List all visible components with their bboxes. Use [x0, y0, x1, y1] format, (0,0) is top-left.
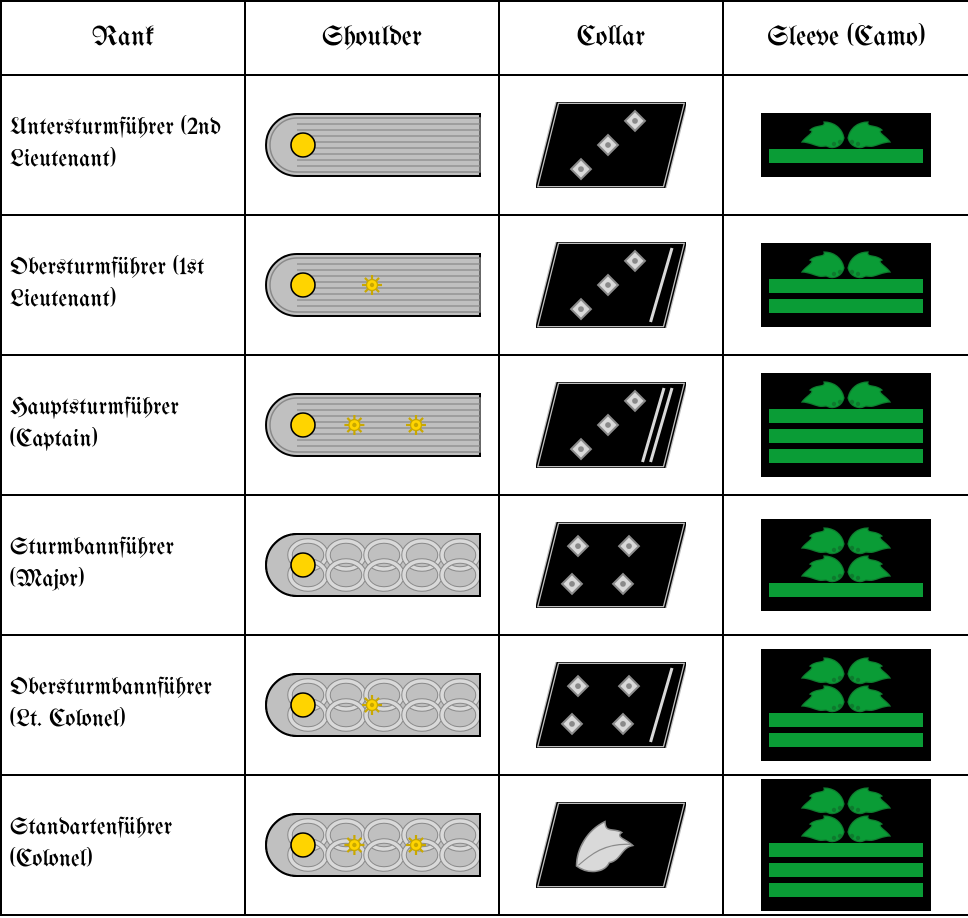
shoulder-insignia-icon: [262, 670, 482, 740]
sleeve-insignia-icon: [761, 243, 931, 327]
shoulder-insignia-icon: [262, 390, 482, 460]
header-shoulder: Shoulder: [245, 1, 499, 75]
collar-cell: [499, 355, 723, 495]
rank-insignia-table: Rank Shoulder Collar Sleeve (Camo) Unter…: [0, 0, 968, 916]
rank-label: Hauptsturmführer (Captain): [2, 385, 244, 466]
rank-name-cell: Sturmbannführer (Major): [1, 495, 245, 635]
shoulder-insignia-icon: [262, 530, 482, 600]
shoulder-cell: [245, 495, 499, 635]
shoulder-cell: [245, 355, 499, 495]
sleeve-cell: [723, 635, 968, 775]
sleeve-insignia-icon: [761, 113, 931, 177]
shoulder-cell: [245, 75, 499, 215]
rank-label: Obersturmbannführer (Lt. Colonel): [2, 665, 244, 746]
collar-insignia-icon: [536, 522, 686, 608]
sleeve-insignia-icon: [761, 373, 931, 477]
sleeve-insignia-icon: [761, 519, 931, 611]
sleeve-cell: [723, 215, 968, 355]
sleeve-insignia-icon: [761, 779, 931, 911]
rank-row: Obersturmführer (1st Lieutenant): [1, 215, 968, 355]
collar-cell: [499, 75, 723, 215]
sleeve-cell: [723, 775, 968, 915]
rank-row: Sturmbannführer (Major): [1, 495, 968, 635]
collar-insignia-icon: [536, 382, 686, 468]
rank-row: Untersturmführer (2nd Lieutenant): [1, 75, 968, 215]
shoulder-cell: [245, 635, 499, 775]
rank-row: Hauptsturmführer (Captain): [1, 355, 968, 495]
rank-label: Untersturmführer (2nd Lieutenant): [2, 105, 244, 186]
collar-cell: [499, 635, 723, 775]
header-row: Rank Shoulder Collar Sleeve (Camo): [1, 1, 968, 75]
collar-insignia-icon: [536, 242, 686, 328]
sleeve-insignia-icon: [761, 649, 931, 761]
rank-name-cell: Hauptsturmführer (Captain): [1, 355, 245, 495]
rank-name-cell: Obersturmbannführer (Lt. Colonel): [1, 635, 245, 775]
header-collar: Collar: [499, 1, 723, 75]
rank-name-cell: Standartenführer (Colonel): [1, 775, 245, 915]
rank-row: Standartenführer (Colonel): [1, 775, 968, 915]
sleeve-cell: [723, 495, 968, 635]
collar-insignia-icon: [536, 802, 686, 888]
header-rank: Rank: [1, 1, 245, 75]
sleeve-cell: [723, 75, 968, 215]
rank-name-cell: Untersturmführer (2nd Lieutenant): [1, 75, 245, 215]
shoulder-cell: [245, 775, 499, 915]
collar-cell: [499, 215, 723, 355]
rank-name-cell: Obersturmführer (1st Lieutenant): [1, 215, 245, 355]
shoulder-insignia-icon: [262, 810, 482, 880]
collar-cell: [499, 495, 723, 635]
collar-insignia-icon: [536, 102, 686, 188]
sleeve-cell: [723, 355, 968, 495]
collar-cell: [499, 775, 723, 915]
collar-insignia-icon: [536, 662, 686, 748]
rank-label: Sturmbannführer (Major): [2, 525, 244, 606]
rank-label: Standartenführer (Colonel): [2, 805, 244, 886]
shoulder-insignia-icon: [262, 110, 482, 180]
rank-row: Obersturmbannführer (Lt. Colonel): [1, 635, 968, 775]
header-sleeve: Sleeve (Camo): [723, 1, 968, 75]
rank-label: Obersturmführer (1st Lieutenant): [2, 245, 244, 326]
shoulder-insignia-icon: [262, 250, 482, 320]
shoulder-cell: [245, 215, 499, 355]
